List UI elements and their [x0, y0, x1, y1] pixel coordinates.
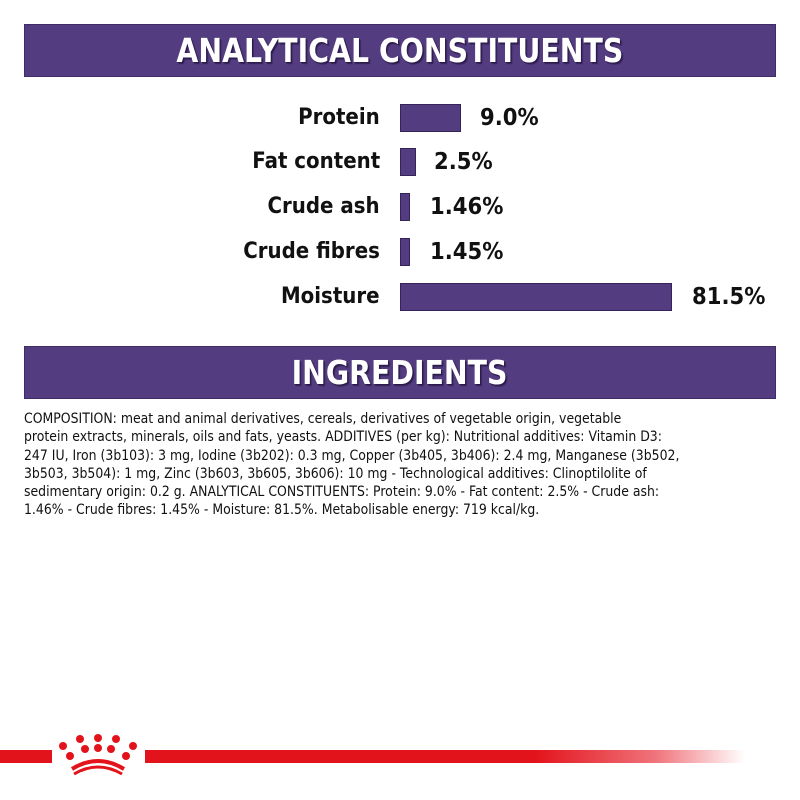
constituent-row-fat: Fat content 2.5%	[0, 147, 800, 177]
composition-text: COMPOSITION: meat and animal derivatives…	[24, 410, 784, 520]
constituent-label: Fat content	[252, 149, 380, 174]
constituent-row-moisture: Moisture 81.5%	[0, 282, 800, 312]
constituent-value: 2.5%	[434, 149, 493, 175]
constituent-label: Protein	[298, 105, 380, 130]
constituent-value: 9.0%	[480, 105, 539, 131]
constituent-value: 1.45%	[430, 239, 504, 265]
constituent-label: Crude ash	[267, 194, 380, 219]
composition-line: protein extracts, minerals, oils and fat…	[24, 429, 662, 446]
constituent-bar	[400, 193, 410, 221]
constituent-row-fibres: Crude fibres 1.45%	[0, 237, 800, 267]
constituent-row-protein: Protein 9.0%	[0, 103, 800, 133]
composition-line: sedimentary origin: 0.2 g. ANALYTICAL CO…	[24, 484, 660, 501]
constituent-bar	[400, 104, 461, 132]
crown-icon	[59, 734, 137, 776]
composition-line: 247 IU, Iron (3b103): 3 mg, Iodine (3b20…	[24, 447, 680, 464]
analytical-constituents-header: ANALYTICAL CONSTITUENTS	[24, 24, 776, 77]
constituent-bar	[400, 148, 416, 176]
composition-line: 1.46% - Crude fibres: 1.45% - Moisture: …	[24, 502, 540, 519]
section-title: ANALYTICAL CONSTITUENTS	[176, 31, 624, 70]
constituent-bar	[400, 238, 410, 266]
brand-line-left	[0, 750, 52, 763]
constituent-label: Moisture	[281, 284, 380, 309]
composition-line: COMPOSITION: meat and animal derivatives…	[24, 411, 622, 427]
brand-line-right	[145, 750, 745, 763]
constituent-value: 1.46%	[430, 194, 504, 220]
section-title: INGREDIENTS	[292, 353, 508, 392]
constituent-label: Crude fibres	[243, 239, 380, 264]
composition-line: 3b503, 3b504): 1 mg, Zinc (3b603, 3b605,…	[24, 465, 647, 482]
ingredients-header: INGREDIENTS	[24, 346, 776, 399]
constituent-row-ash: Crude ash 1.46%	[0, 192, 800, 222]
constituent-bar	[400, 283, 672, 311]
constituent-value: 81.5%	[692, 284, 766, 310]
